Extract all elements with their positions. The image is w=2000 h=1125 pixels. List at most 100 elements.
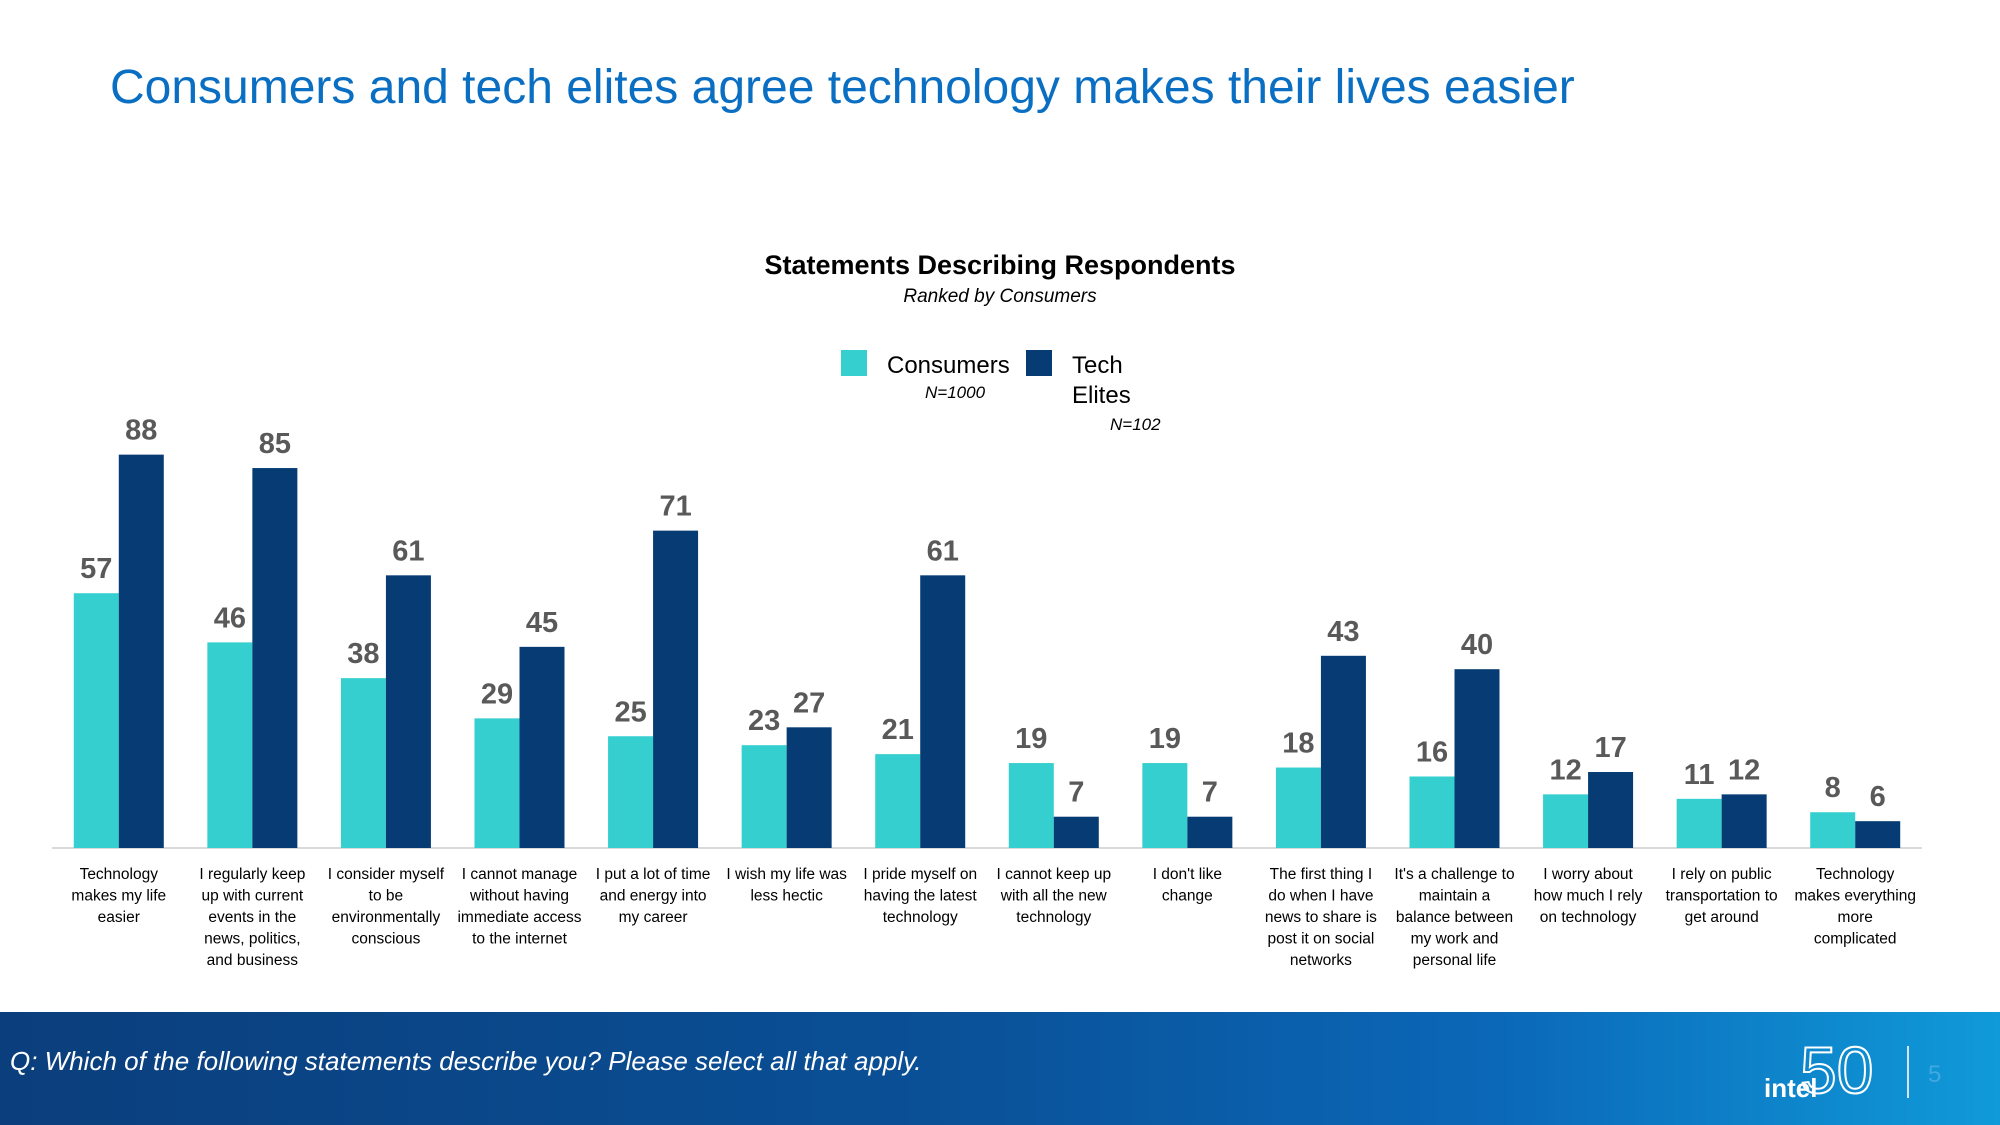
category-label: maintain a bbox=[1419, 888, 1491, 905]
bar-tech-elites bbox=[252, 468, 298, 848]
category-label: Technology bbox=[80, 866, 159, 883]
value-label-tech-elites: 12 bbox=[1728, 754, 1760, 786]
bar-consumers bbox=[741, 745, 787, 848]
value-label-tech-elites: 61 bbox=[927, 535, 959, 567]
bar-consumers bbox=[1543, 794, 1589, 848]
category-label: less hectic bbox=[750, 888, 823, 905]
category-label: news, politics, bbox=[204, 931, 300, 948]
value-label-tech-elites: 7 bbox=[1068, 777, 1084, 809]
chart-subtitle: Ranked by Consumers bbox=[903, 286, 1097, 307]
category-label: on technology bbox=[1540, 909, 1637, 926]
footer-bar bbox=[0, 1012, 2000, 1125]
logo-number: 50 bbox=[1800, 1035, 1873, 1105]
footer-divider bbox=[1907, 1046, 1909, 1098]
bar-consumers bbox=[340, 678, 386, 848]
bar-tech-elites bbox=[1454, 669, 1500, 848]
category-label: how much I rely bbox=[1534, 888, 1643, 905]
page-number: 5 bbox=[1928, 1061, 1942, 1088]
bar-tech-elites bbox=[118, 454, 164, 848]
value-label-consumers: 19 bbox=[1015, 723, 1047, 755]
bar-tech-elites bbox=[1187, 816, 1233, 848]
value-label-tech-elites: 17 bbox=[1594, 732, 1626, 764]
value-label-tech-elites: 61 bbox=[392, 535, 424, 567]
category-label: change bbox=[1162, 888, 1213, 905]
category-label: having the latest bbox=[864, 888, 978, 905]
bar-tech-elites bbox=[1320, 655, 1366, 848]
category-label: makes everything bbox=[1794, 888, 1915, 905]
slide-title: Consumers and tech elites agree technolo… bbox=[110, 61, 1575, 114]
category-label: to be bbox=[369, 888, 403, 905]
category-label: more bbox=[1838, 909, 1873, 926]
value-label-consumers: 12 bbox=[1549, 754, 1581, 786]
legend-label-1: Elites bbox=[1072, 382, 1131, 409]
survey-question: Q: Which of the following statements des… bbox=[10, 1046, 922, 1076]
category-label: environmentally bbox=[332, 909, 441, 926]
category-label: I worry about bbox=[1543, 866, 1633, 883]
category-label: technology bbox=[1016, 909, 1091, 926]
category-label: I consider myself bbox=[328, 866, 445, 883]
category-label: I don't like bbox=[1153, 866, 1222, 883]
bar-tech-elites bbox=[1053, 816, 1099, 848]
value-label-tech-elites: 7 bbox=[1202, 777, 1218, 809]
category-label: transportation to bbox=[1666, 888, 1778, 905]
bar-tech-elites bbox=[385, 575, 431, 848]
bar-consumers bbox=[875, 754, 921, 848]
legend-n-0: N=1000 bbox=[925, 383, 986, 402]
bar-chart: Statements Describing Respondents Ranked … bbox=[52, 250, 1922, 969]
category-label: do when I have bbox=[1268, 888, 1373, 905]
chart-title: Statements Describing Respondents bbox=[764, 250, 1235, 280]
value-label-consumers: 46 bbox=[214, 602, 246, 634]
category-label: news to share is bbox=[1265, 909, 1377, 926]
category-label: I wish my life was bbox=[726, 866, 847, 883]
category-label: The first thing I bbox=[1270, 866, 1373, 883]
bar-tech-elites bbox=[920, 575, 966, 848]
bar-consumers bbox=[474, 718, 520, 848]
category-label: get around bbox=[1685, 909, 1759, 926]
value-label-tech-elites: 6 bbox=[1870, 781, 1886, 813]
category-label: my work and bbox=[1411, 931, 1499, 948]
bar-consumers bbox=[1142, 763, 1188, 848]
bar-consumers bbox=[1676, 798, 1722, 848]
value-label-consumers: 25 bbox=[614, 696, 646, 728]
bar-tech-elites bbox=[786, 727, 832, 848]
category-label: personal life bbox=[1413, 952, 1497, 969]
category-label: conscious bbox=[351, 931, 420, 948]
category-label: It's a challenge to bbox=[1394, 866, 1514, 883]
value-label-consumers: 29 bbox=[481, 678, 513, 710]
category-label: I cannot keep up bbox=[996, 866, 1111, 883]
bar-tech-elites bbox=[1855, 821, 1901, 848]
value-label-consumers: 11 bbox=[1684, 759, 1715, 791]
value-label-consumers: 57 bbox=[80, 553, 112, 585]
bar-consumers bbox=[207, 642, 253, 848]
category-label: events in the bbox=[208, 909, 296, 926]
category-label: and business bbox=[207, 952, 299, 969]
category-label: up with current bbox=[202, 888, 304, 905]
category-label: technology bbox=[883, 909, 958, 926]
category-label: networks bbox=[1290, 952, 1352, 969]
value-label-consumers: 18 bbox=[1282, 728, 1314, 760]
value-label-tech-elites: 27 bbox=[793, 687, 825, 719]
bar-tech-elites bbox=[653, 530, 699, 848]
value-label-consumers: 23 bbox=[748, 705, 780, 737]
category-label: post it on social bbox=[1268, 931, 1375, 948]
category-label: I rely on public bbox=[1672, 866, 1772, 883]
category-label: immediate access bbox=[457, 909, 581, 926]
legend-label-0: Consumers bbox=[887, 352, 1010, 379]
category-label: without having bbox=[469, 888, 569, 905]
category-label: easier bbox=[98, 909, 140, 926]
category-label: I cannot manage bbox=[462, 866, 577, 883]
bar-consumers bbox=[73, 593, 119, 848]
bar-consumers bbox=[1409, 776, 1455, 848]
intel-50-logo: 50 intel bbox=[1764, 1035, 1874, 1105]
category-label: makes my life bbox=[71, 888, 166, 905]
category-label: balance between bbox=[1396, 909, 1513, 926]
legend-swatch-0 bbox=[841, 350, 867, 376]
bar-consumers bbox=[1008, 763, 1054, 848]
value-label-tech-elites: 88 bbox=[125, 415, 157, 447]
category-label: with all the new bbox=[1000, 888, 1108, 905]
value-label-consumers: 19 bbox=[1149, 723, 1181, 755]
bar-tech-elites bbox=[519, 646, 565, 848]
legend-n-1: N=102 bbox=[1110, 415, 1161, 434]
value-label-tech-elites: 85 bbox=[259, 428, 291, 460]
bar-tech-elites bbox=[1588, 772, 1634, 848]
